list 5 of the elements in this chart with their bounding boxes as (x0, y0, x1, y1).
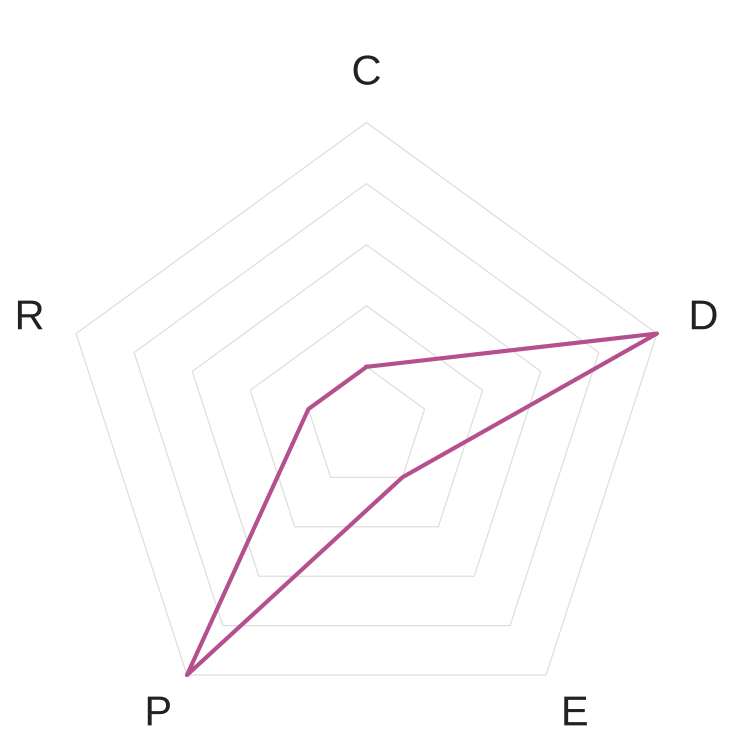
spoke-label: P (148, 696, 170, 726)
spoke-label: D (692, 300, 716, 330)
spoke-label: R (18, 300, 43, 330)
spoke-label: E (564, 696, 587, 726)
spoke-label: C (354, 55, 380, 85)
